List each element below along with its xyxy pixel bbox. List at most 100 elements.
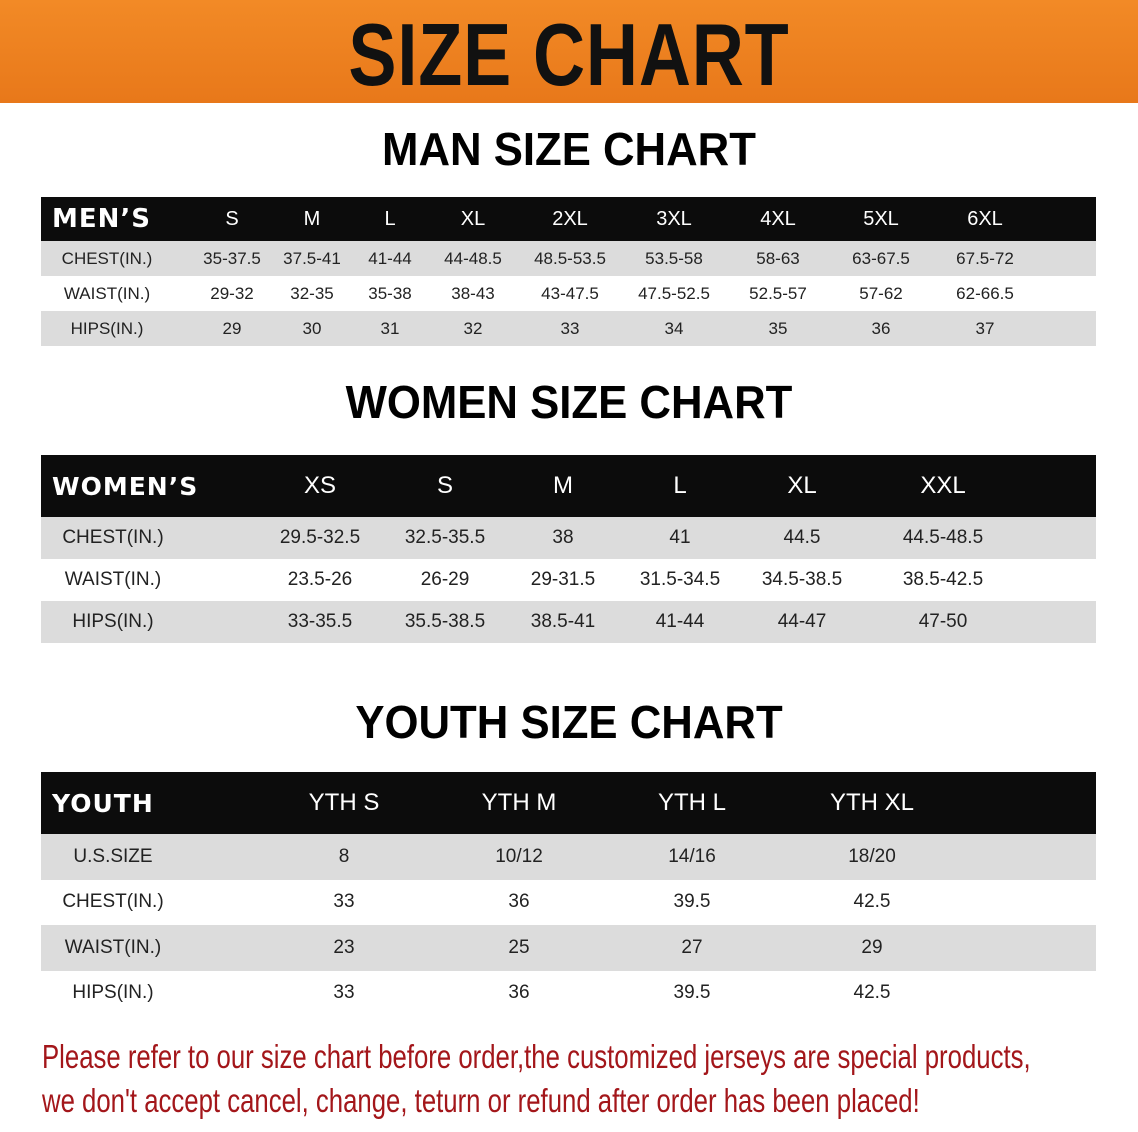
- table-cell: 67.5-72: [956, 248, 1014, 268]
- table-cell: 42.5: [853, 891, 891, 913]
- women-section-title: WOMEN SIZE CHART: [345, 376, 793, 428]
- youth-size-header: YTH XL: [829, 789, 915, 816]
- table-cell: 47-50: [918, 611, 968, 632]
- youth-table-row: WAIST(IN.) 23 25 27 29: [41, 925, 1096, 971]
- row-label: HIPS(IN.): [70, 318, 144, 338]
- table-cell: 39.5: [673, 891, 711, 913]
- table-cell: 29-32: [210, 283, 254, 303]
- notice-line-1: Please refer to our size chart before or…: [42, 1038, 1031, 1075]
- table-cell: 35-37.5: [203, 248, 261, 268]
- table-cell: 44.5: [783, 527, 821, 548]
- table-cell: 32.5-35.5: [404, 527, 486, 548]
- table-cell: 38.5-41: [530, 611, 596, 632]
- table-cell: 39.5: [673, 982, 711, 1004]
- table-cell: 33-35.5: [287, 611, 353, 632]
- youth-table-row: CHEST(IN.) 33 36 39.5 42.5: [41, 879, 1096, 925]
- table-cell: 31.5-34.5: [639, 569, 721, 590]
- table-cell: 63-67.5: [852, 248, 910, 268]
- table-cell: 37: [975, 318, 995, 338]
- women-size-header: M: [553, 472, 573, 499]
- men-table-row: HIPS(IN.) 29 30 31 32 33 34 35 36 37: [41, 311, 1096, 346]
- men-header-label: MEN’S: [52, 204, 151, 234]
- women-size-header: XXL: [920, 472, 966, 499]
- table-cell: 53.5-58: [645, 248, 703, 268]
- youth-section-title: YOUTH SIZE CHART: [355, 696, 783, 748]
- row-label: WAIST(IN.): [63, 283, 151, 303]
- table-cell: 34.5-38.5: [761, 569, 843, 590]
- women-table-row: HIPS(IN.) 33-35.5 35.5-38.5 38.5-41 41-44 44-…: [41, 601, 1096, 643]
- women-size-header: XL: [787, 472, 817, 499]
- table-cell: 57-62: [859, 283, 903, 303]
- row-label: HIPS(IN.): [72, 982, 154, 1004]
- table-cell: 35-38: [368, 283, 412, 303]
- table-cell: 44-47: [777, 611, 827, 632]
- table-cell: 38: [552, 527, 574, 548]
- table-cell: 48.5-53.5: [534, 248, 606, 268]
- table-cell: 41-44: [655, 611, 705, 632]
- table-cell: 30: [302, 318, 322, 338]
- row-label: CHEST(IN.): [61, 248, 153, 268]
- table-cell: 36: [508, 891, 530, 913]
- men-size-header: 6XL: [967, 207, 1003, 230]
- table-cell: 41: [669, 527, 691, 548]
- table-cell: 18/20: [848, 845, 896, 867]
- youth-size-header: YTH S: [308, 789, 380, 816]
- men-table-row: CHEST(IN.) 35-37.5 37.5-41 41-44 44-48.5 48.5…: [41, 241, 1096, 276]
- table-cell: 27: [681, 936, 703, 958]
- table-cell: 43-47.5: [541, 283, 599, 303]
- men-table-row: WAIST(IN.) 29-32 32-35 35-38 38-43 43-47.5 47.…: [41, 276, 1096, 311]
- row-label: HIPS(IN.): [72, 611, 154, 632]
- table-cell: 42.5: [853, 982, 891, 1004]
- table-cell: 32: [463, 318, 483, 338]
- table-cell: 26-29: [420, 569, 470, 590]
- table-cell: 44.5-48.5: [902, 527, 984, 548]
- table-cell: 23.5-26: [287, 569, 353, 590]
- men-size-header: XL: [460, 207, 486, 230]
- youth-header-label: YOUTH: [52, 788, 154, 818]
- table-cell: 34: [664, 318, 684, 338]
- table-cell: 38.5-42.5: [902, 569, 984, 590]
- table-cell: 25: [508, 936, 530, 958]
- table-cell: 36: [508, 982, 530, 1004]
- banner-title: SIZE CHART: [348, 5, 790, 104]
- row-label: CHEST(IN.): [62, 527, 164, 548]
- table-cell: 8: [338, 845, 350, 867]
- women-table-row: CHEST(IN.) 29.5-32.5 32.5-35.5 38 41 44.5 44.5…: [41, 517, 1096, 559]
- table-cell: 29-31.5: [530, 569, 596, 590]
- women-header-row: WOMEN’S XS S M L XL XXL: [41, 455, 1096, 517]
- men-size-header: 3XL: [656, 207, 692, 230]
- row-label: U.S.SIZE: [73, 845, 153, 867]
- men-size-header: 5XL: [863, 207, 899, 230]
- men-size-header: S: [225, 207, 239, 230]
- table-cell: 10/12: [495, 845, 543, 867]
- row-label: WAIST(IN.): [64, 569, 162, 590]
- table-cell: 33: [560, 318, 580, 338]
- youth-size-header: YTH M: [481, 789, 557, 816]
- table-cell: 14/16: [668, 845, 716, 867]
- table-cell: 37.5-41: [283, 248, 341, 268]
- table-cell: 29: [861, 936, 883, 958]
- table-cell: 36: [871, 318, 891, 338]
- table-cell: 41-44: [368, 248, 412, 268]
- men-size-header: 4XL: [760, 207, 796, 230]
- table-cell: 29: [222, 318, 242, 338]
- women-size-header: S: [436, 472, 454, 499]
- women-size-header: XS: [303, 472, 337, 499]
- youth-header-row: YOUTH YTH S YTH M YTH L YTH XL: [41, 772, 1096, 834]
- youth-table-row: HIPS(IN.) 33 36 39.5 42.5: [41, 970, 1096, 1016]
- table-cell: 52.5-57: [749, 283, 807, 303]
- table-cell: 35.5-38.5: [404, 611, 486, 632]
- table-cell: 38-43: [451, 283, 495, 303]
- table-cell: 33: [333, 891, 355, 913]
- women-table-row: WAIST(IN.) 23.5-26 26-29 29-31.5 31.5-34.5 34…: [41, 559, 1096, 601]
- row-label: CHEST(IN.): [62, 891, 164, 913]
- youth-table-row: U.S.SIZE 8 10/12 14/16 18/20: [41, 834, 1096, 880]
- table-cell: 47.5-52.5: [638, 283, 710, 303]
- table-cell: 35: [768, 318, 788, 338]
- row-label: WAIST(IN.): [64, 936, 162, 958]
- men-size-header: M: [303, 207, 321, 230]
- men-header-row: MEN’S S M L XL 2XL 3XL 4XL 5XL 6XL: [41, 197, 1096, 241]
- men-section-title: MAN SIZE CHART: [382, 123, 756, 175]
- table-cell: 31: [380, 318, 400, 338]
- table-cell: 32-35: [290, 283, 334, 303]
